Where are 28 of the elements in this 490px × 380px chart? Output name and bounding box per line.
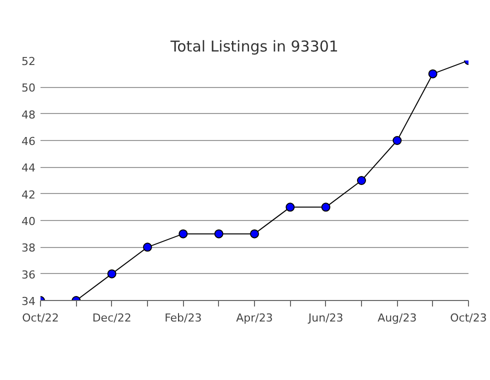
x-tick-label: Feb/23 [164,312,202,324]
point [321,202,330,212]
y-tick-label: 34 [22,295,36,308]
point [357,176,366,185]
point [286,202,295,212]
point [428,69,438,78]
point [178,229,188,238]
y-tick-label: 42 [22,188,36,202]
point [143,242,152,252]
y-tick-label: 44 [22,162,36,175]
y-tick-label: 48 [22,108,36,122]
x-tick-label: Oct/23 [450,312,487,324]
x-tick-label: Apr/23 [236,312,273,324]
x-tick-label: Dec/22 [92,312,132,324]
y-tick-label: 50 [22,82,36,95]
point [214,229,224,238]
point [250,229,259,238]
x-tick-label: Aug/23 [378,312,417,324]
y-tick-label: 52 [22,55,36,68]
x-tick-label: Jun/23 [307,312,344,324]
y-tick-label: 36 [22,268,36,282]
x-tick-label: Oct/22 [22,312,59,324]
point [392,136,402,145]
y-tick-label: 38 [22,242,36,255]
point [107,269,116,278]
chart-title: Total Listings in 93301 [170,38,338,56]
y-tick-label: 40 [22,215,36,228]
y-tick-label: 46 [22,135,36,148]
